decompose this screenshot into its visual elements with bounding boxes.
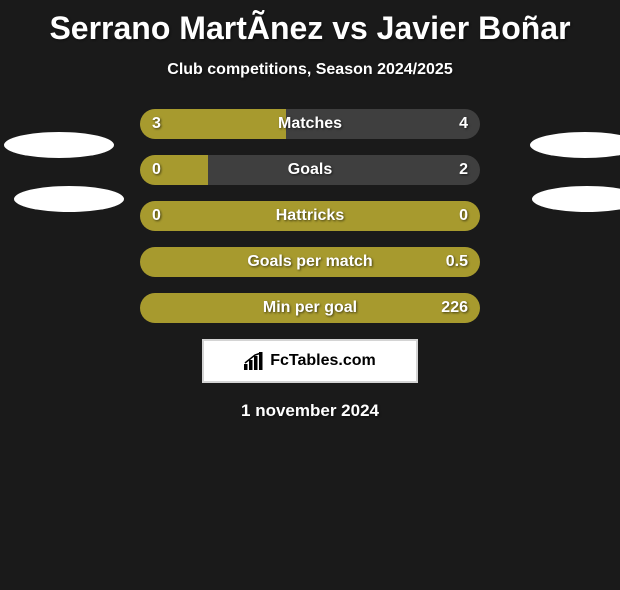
- bar-left: [140, 109, 286, 139]
- stat-value-left: 0: [152, 155, 161, 185]
- bar-left: [140, 155, 208, 185]
- stat-value-right: 0.5: [446, 247, 468, 277]
- bar-track: [140, 155, 480, 185]
- stat-row: Hattricks00: [140, 201, 480, 231]
- stat-value-right: 4: [459, 109, 468, 139]
- bar-right: [286, 109, 480, 139]
- stat-row: Matches34: [140, 109, 480, 139]
- brand-badge: FcTables.com: [202, 339, 418, 383]
- stat-row: Goals02: [140, 155, 480, 185]
- stat-value-left: 0: [152, 201, 161, 231]
- comparison-chart: Matches34Goals02Hattricks00Goals per mat…: [0, 109, 620, 323]
- bar-track: [140, 201, 480, 231]
- bar-left: [140, 247, 480, 277]
- bar-track: [140, 109, 480, 139]
- date-text: 1 november 2024: [0, 401, 620, 421]
- bar-track: [140, 247, 480, 277]
- subtitle: Club competitions, Season 2024/2025: [0, 61, 620, 79]
- chart-icon: [244, 352, 264, 370]
- stat-value-right: 2: [459, 155, 468, 185]
- stat-value-right: 0: [459, 201, 468, 231]
- bar-left: [140, 201, 480, 231]
- brand-text: FcTables.com: [270, 352, 376, 370]
- bar-right: [208, 155, 480, 185]
- stat-value-left: 3: [152, 109, 161, 139]
- stat-row: Goals per match0.5: [140, 247, 480, 277]
- bar-left: [140, 293, 480, 323]
- stat-row: Min per goal226: [140, 293, 480, 323]
- stat-value-right: 226: [441, 293, 468, 323]
- bar-track: [140, 293, 480, 323]
- page-title: Serrano MartÃ­nez vs Javier Boñar: [0, 10, 620, 47]
